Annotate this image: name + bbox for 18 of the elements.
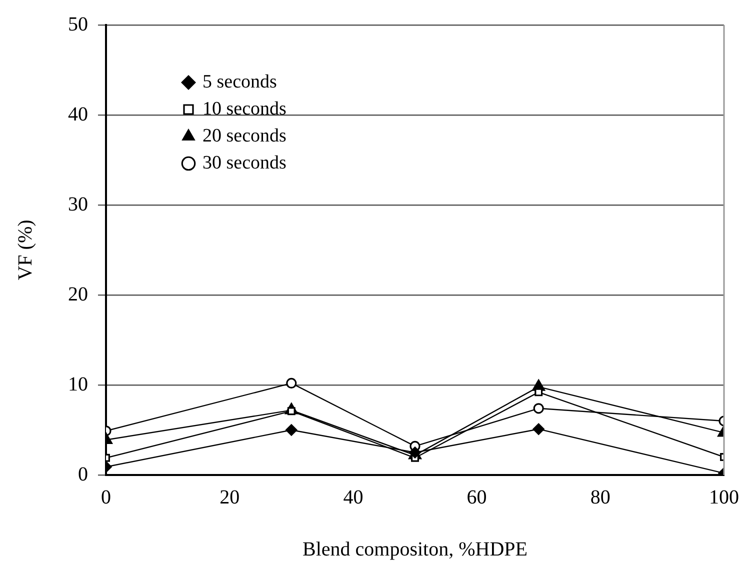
x-axis-title: Blend compositon, %HDPE <box>302 538 528 560</box>
x-tick-label: 80 <box>590 486 610 508</box>
y-tick-label: 0 <box>78 463 88 486</box>
y-tick-label: 50 <box>68 13 88 36</box>
legend-label: 30 seconds <box>202 152 286 174</box>
x-tick-label: 20 <box>220 486 240 508</box>
y-axis-title: VF (%) <box>14 220 36 280</box>
x-tick-label: 40 <box>343 486 364 508</box>
x-tick-label: 0 <box>101 486 111 508</box>
x-tick-label: 100 <box>709 486 739 508</box>
legend-label: 20 seconds <box>202 125 286 146</box>
x-tick-label: 60 <box>466 486 487 508</box>
legend-label: 5 seconds <box>202 71 277 92</box>
y-tick-label: 10 <box>68 373 88 396</box>
y-tick-label: 20 <box>68 283 88 306</box>
y-tick-label: 40 <box>68 103 88 126</box>
y-tick-label: 30 <box>68 193 88 216</box>
legend-label: 10 seconds <box>202 98 286 120</box>
